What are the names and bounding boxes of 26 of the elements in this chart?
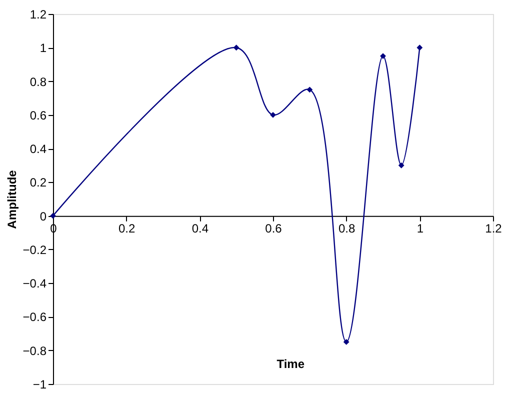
x-tick-label: 1.2 bbox=[485, 221, 502, 236]
point bbox=[398, 162, 404, 168]
y-tick-label: −0.6 bbox=[22, 310, 47, 324]
x-tick-label: 0.2 bbox=[118, 221, 136, 236]
x-tick-label: 0.8 bbox=[338, 221, 356, 236]
y-tick-label: 0 bbox=[40, 209, 47, 224]
y-tick-label: 0.2 bbox=[30, 176, 47, 190]
y-tick-label: 1.2 bbox=[30, 8, 47, 22]
point bbox=[233, 44, 240, 51]
point bbox=[416, 44, 423, 51]
x-tick-label: 0.6 bbox=[265, 221, 282, 236]
y-tick-label: −0.4 bbox=[22, 276, 47, 291]
x-tick-label: 1 bbox=[416, 221, 424, 236]
y-tick-label: −0.8 bbox=[22, 344, 47, 358]
point bbox=[306, 86, 313, 93]
y-tick-label: −0.2 bbox=[22, 242, 47, 257]
y-tick-label: 0.4 bbox=[30, 142, 47, 156]
y-tick-label: 0.6 bbox=[30, 108, 47, 122]
y-tick-label: 1 bbox=[40, 41, 47, 56]
point bbox=[343, 338, 350, 345]
x-tick-label: 0.4 bbox=[192, 221, 209, 236]
y-axis-title: Amplitude bbox=[4, 170, 19, 229]
x-axis-title: Time bbox=[276, 357, 305, 371]
y-tick-label: −1 bbox=[32, 378, 47, 392]
y-tick-label: 0.8 bbox=[30, 74, 47, 89]
point bbox=[270, 112, 276, 118]
